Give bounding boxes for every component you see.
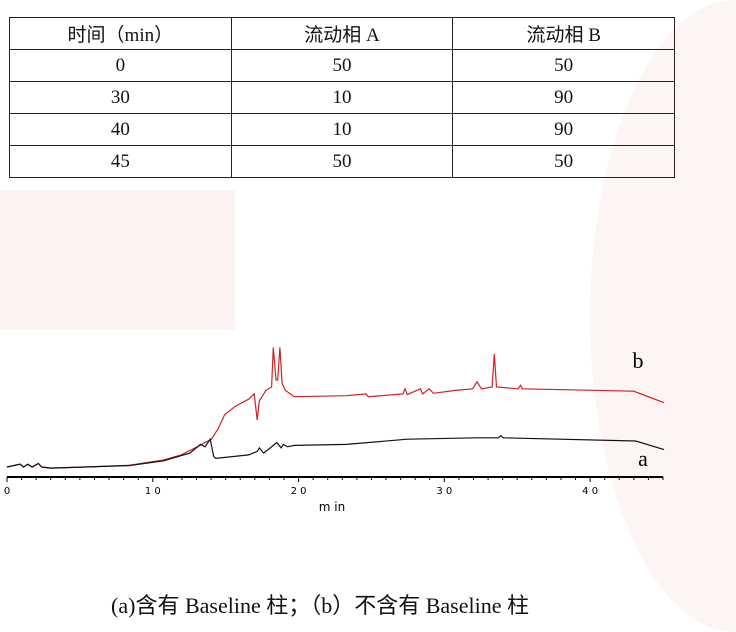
table-cell: 50 (230, 145, 454, 178)
header-cell: 时间（min） (9, 17, 232, 50)
table-cell: 45 (9, 145, 232, 178)
table-header-row: 时间（min） 流动相 A 流动相 B (9, 17, 675, 50)
table-row: 0 50 50 (9, 49, 675, 82)
table-cell: 10 (230, 113, 454, 146)
x-tick-label: 0 (4, 486, 10, 497)
chromatogram: 0 1 0 2 0 3 0 4 0 m in b a (4, 347, 665, 514)
header-cell: 流动相 A (230, 17, 454, 50)
gradient-table: 时间（min） 流动相 A 流动相 B 0 50 50 30 10 90 40 … (9, 17, 675, 178)
trace-label-b: b (633, 348, 644, 373)
table-cell: 50 (452, 49, 675, 82)
table-cell: 90 (452, 113, 675, 146)
table-cell: 40 (9, 113, 232, 146)
x-tick-label: 1 0 (145, 486, 161, 497)
table-row: 30 10 90 (9, 81, 675, 114)
table-row: 40 10 90 (9, 113, 675, 146)
header-cell: 流动相 B (452, 17, 675, 50)
table-cell: 90 (452, 81, 675, 114)
x-tick-label: 4 0 (582, 486, 598, 497)
x-axis-label: m in (319, 500, 345, 514)
table-row: 45 50 50 (9, 145, 675, 178)
table-cell: 50 (230, 49, 454, 82)
trace-a (6, 434, 665, 469)
watermark-shape (0, 190, 235, 330)
x-tick-label: 2 0 (291, 486, 307, 497)
table-cell: 50 (452, 145, 675, 178)
figure-caption: (a)含有 Baseline 柱；（b）不含有 Baseline 柱 (111, 593, 529, 618)
trace-b (6, 347, 665, 469)
table-cell: 30 (9, 81, 232, 114)
x-tick-label: 3 0 (436, 486, 452, 497)
table-cell: 0 (9, 49, 232, 82)
table-cell: 10 (230, 81, 454, 114)
trace-label-a: a (638, 446, 648, 471)
